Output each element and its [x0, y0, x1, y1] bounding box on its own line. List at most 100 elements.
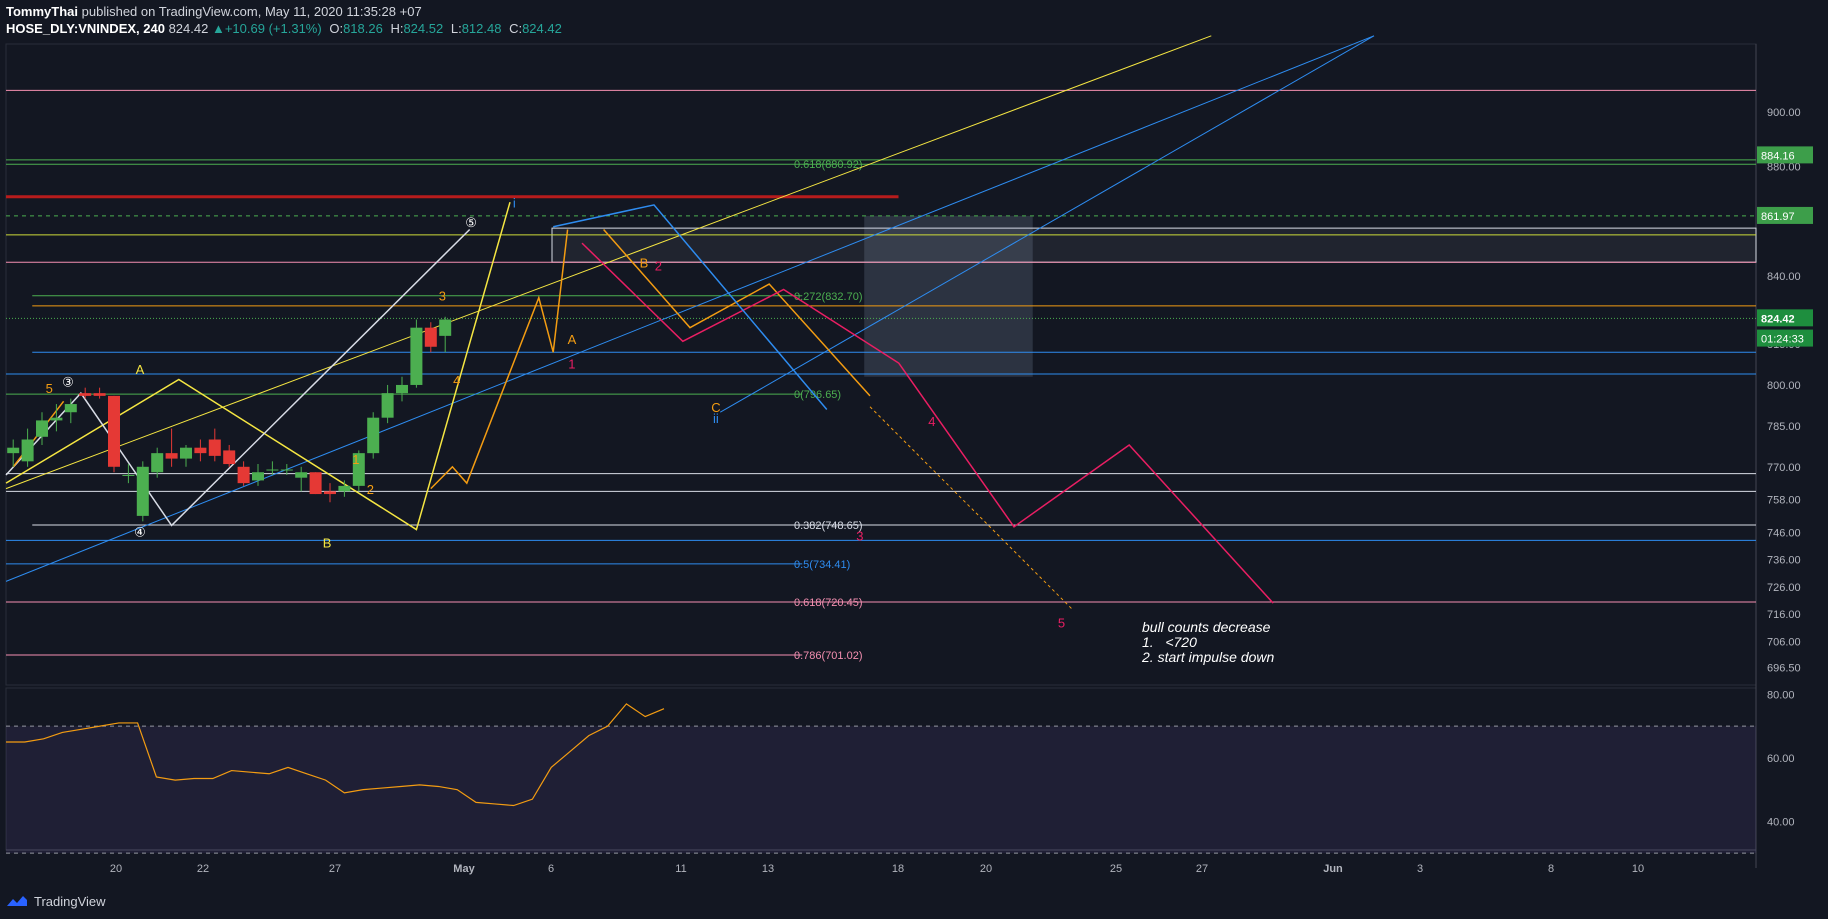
candle-body: [396, 384, 408, 394]
candle-body: [108, 395, 120, 467]
candle-body: [367, 417, 380, 454]
level-label: 0.382(748.65): [794, 520, 863, 532]
price-tick-label: 706.00: [1767, 636, 1801, 648]
wave-label: 2: [367, 482, 374, 497]
price-tick-label: 840.00: [1767, 271, 1801, 283]
price-tick-label: 800.00: [1767, 380, 1801, 392]
price-tag-box: [1757, 309, 1813, 327]
tradingview-logo-icon[interactable]: [6, 894, 28, 908]
publish-text: published on TradingView.com, May 11, 20…: [81, 4, 422, 19]
wave-i-ii-blue: [553, 204, 828, 410]
candle-body: [338, 485, 351, 492]
candle-body: [295, 472, 308, 478]
level-label: 0.786(701.02): [794, 650, 863, 662]
candle-body: [439, 319, 452, 336]
wave-label: ④: [134, 524, 146, 539]
wave-label: C: [711, 400, 720, 415]
price-tag-box: [1757, 146, 1813, 164]
price-tag-box: [1757, 206, 1813, 224]
candle-body: [324, 491, 336, 495]
wave-label: A: [568, 332, 577, 347]
candle-body: [7, 447, 20, 454]
open-value: 818.26: [343, 21, 383, 36]
wave-label: ③: [62, 374, 74, 389]
wave-label: 3: [439, 288, 446, 303]
author-name[interactable]: TommyThai: [6, 4, 78, 19]
price-tag-box: [1757, 329, 1813, 347]
open-label: O:: [329, 21, 344, 36]
wave-label: 4: [928, 414, 935, 429]
price-tick-label: 785.00: [1767, 421, 1801, 433]
price-tick-label: 736.00: [1767, 555, 1801, 567]
wave-label: ii: [713, 411, 719, 426]
time-tick-label: 6: [548, 863, 554, 875]
time-tick-label: 22: [197, 863, 209, 875]
wave-label: ⑤: [465, 215, 477, 230]
wave-label: 5: [1058, 616, 1065, 631]
candle-body: [151, 453, 164, 473]
time-tick-label: 27: [1196, 863, 1208, 875]
wave-label: B: [640, 256, 649, 271]
low-label: L:: [450, 21, 462, 36]
wave-abc-orange: [603, 228, 871, 397]
price-tick-label: 726.00: [1767, 582, 1801, 594]
price-tick-label: 758.00: [1767, 495, 1801, 507]
channel-blue: [5, 35, 1375, 582]
time-tick-label: May: [453, 863, 475, 875]
wave-label: 3: [856, 528, 863, 543]
time-tick-label: 10: [1632, 863, 1644, 875]
level-label: 0.5(734.41): [794, 559, 850, 571]
close-label: C:: [509, 21, 523, 36]
time-tick-label: 20: [980, 863, 992, 875]
candle-body: [122, 474, 135, 476]
note-line-3: 2. start impulse down: [1142, 649, 1275, 665]
price-tag-label: 01:24:33: [1761, 334, 1804, 346]
level-label: 0(796.65): [794, 389, 841, 401]
symbol-label[interactable]: HOSE_DLY:VNINDEX, 240: [6, 21, 165, 36]
candle-body: [352, 453, 365, 486]
candle-body: [381, 393, 394, 418]
price-tick-label: 746.00: [1767, 527, 1801, 539]
candle-body: [223, 450, 236, 465]
level-label: 0.272(832.70): [794, 291, 863, 303]
rsi-tick-label: 60.00: [1767, 753, 1795, 765]
candle-body: [136, 466, 149, 516]
price-tag-label: 861.97: [1761, 211, 1795, 223]
wave-label: 5: [46, 381, 53, 396]
low-value: 812.48: [461, 21, 502, 36]
brand-name[interactable]: TradingView: [34, 893, 106, 909]
symbol-legend: HOSE_DLY:VNINDEX, 240 824.42 ▲+10.69 (+1…: [6, 21, 562, 36]
wave-label: 1: [352, 452, 359, 467]
candle-body: [79, 393, 92, 396]
time-tick-label: 3: [1417, 863, 1423, 875]
level-label: 0.618(880.92): [794, 159, 863, 171]
candle-body: [64, 404, 77, 413]
rsi-band: [6, 726, 1756, 854]
rsi-tick-label: 40.00: [1767, 816, 1795, 828]
change-up-icon: ▲: [211, 21, 225, 36]
price-tick-label: 880.00: [1767, 162, 1801, 174]
candle-body: [309, 472, 322, 495]
time-tick-label: 8: [1548, 863, 1554, 875]
wave-label: B: [323, 535, 332, 550]
candle-body: [165, 453, 178, 459]
candle-body: [194, 447, 207, 454]
channel-blue-2: [719, 35, 1375, 413]
price-tag-label: 884.16: [1761, 150, 1795, 162]
candle-body: [180, 447, 192, 459]
high-label: H:: [390, 21, 404, 36]
wave-label: 1: [568, 357, 575, 372]
candle-body: [410, 327, 423, 385]
price-tick-label: 716.00: [1767, 609, 1801, 621]
change-value: +10.69 (+1.31%): [224, 21, 322, 36]
wave-impulse-orange: [430, 229, 569, 490]
last-price: 824.42: [168, 21, 209, 36]
chart-header: TommyThai published on TradingView.com, …: [0, 0, 1828, 40]
target-box: [864, 215, 1033, 377]
candle-body: [237, 466, 250, 484]
price-tick-label: 900.00: [1767, 107, 1801, 119]
price-tick-label: 770.00: [1767, 462, 1801, 474]
candle-body: [266, 469, 279, 471]
close-value: 824.42: [522, 21, 562, 36]
